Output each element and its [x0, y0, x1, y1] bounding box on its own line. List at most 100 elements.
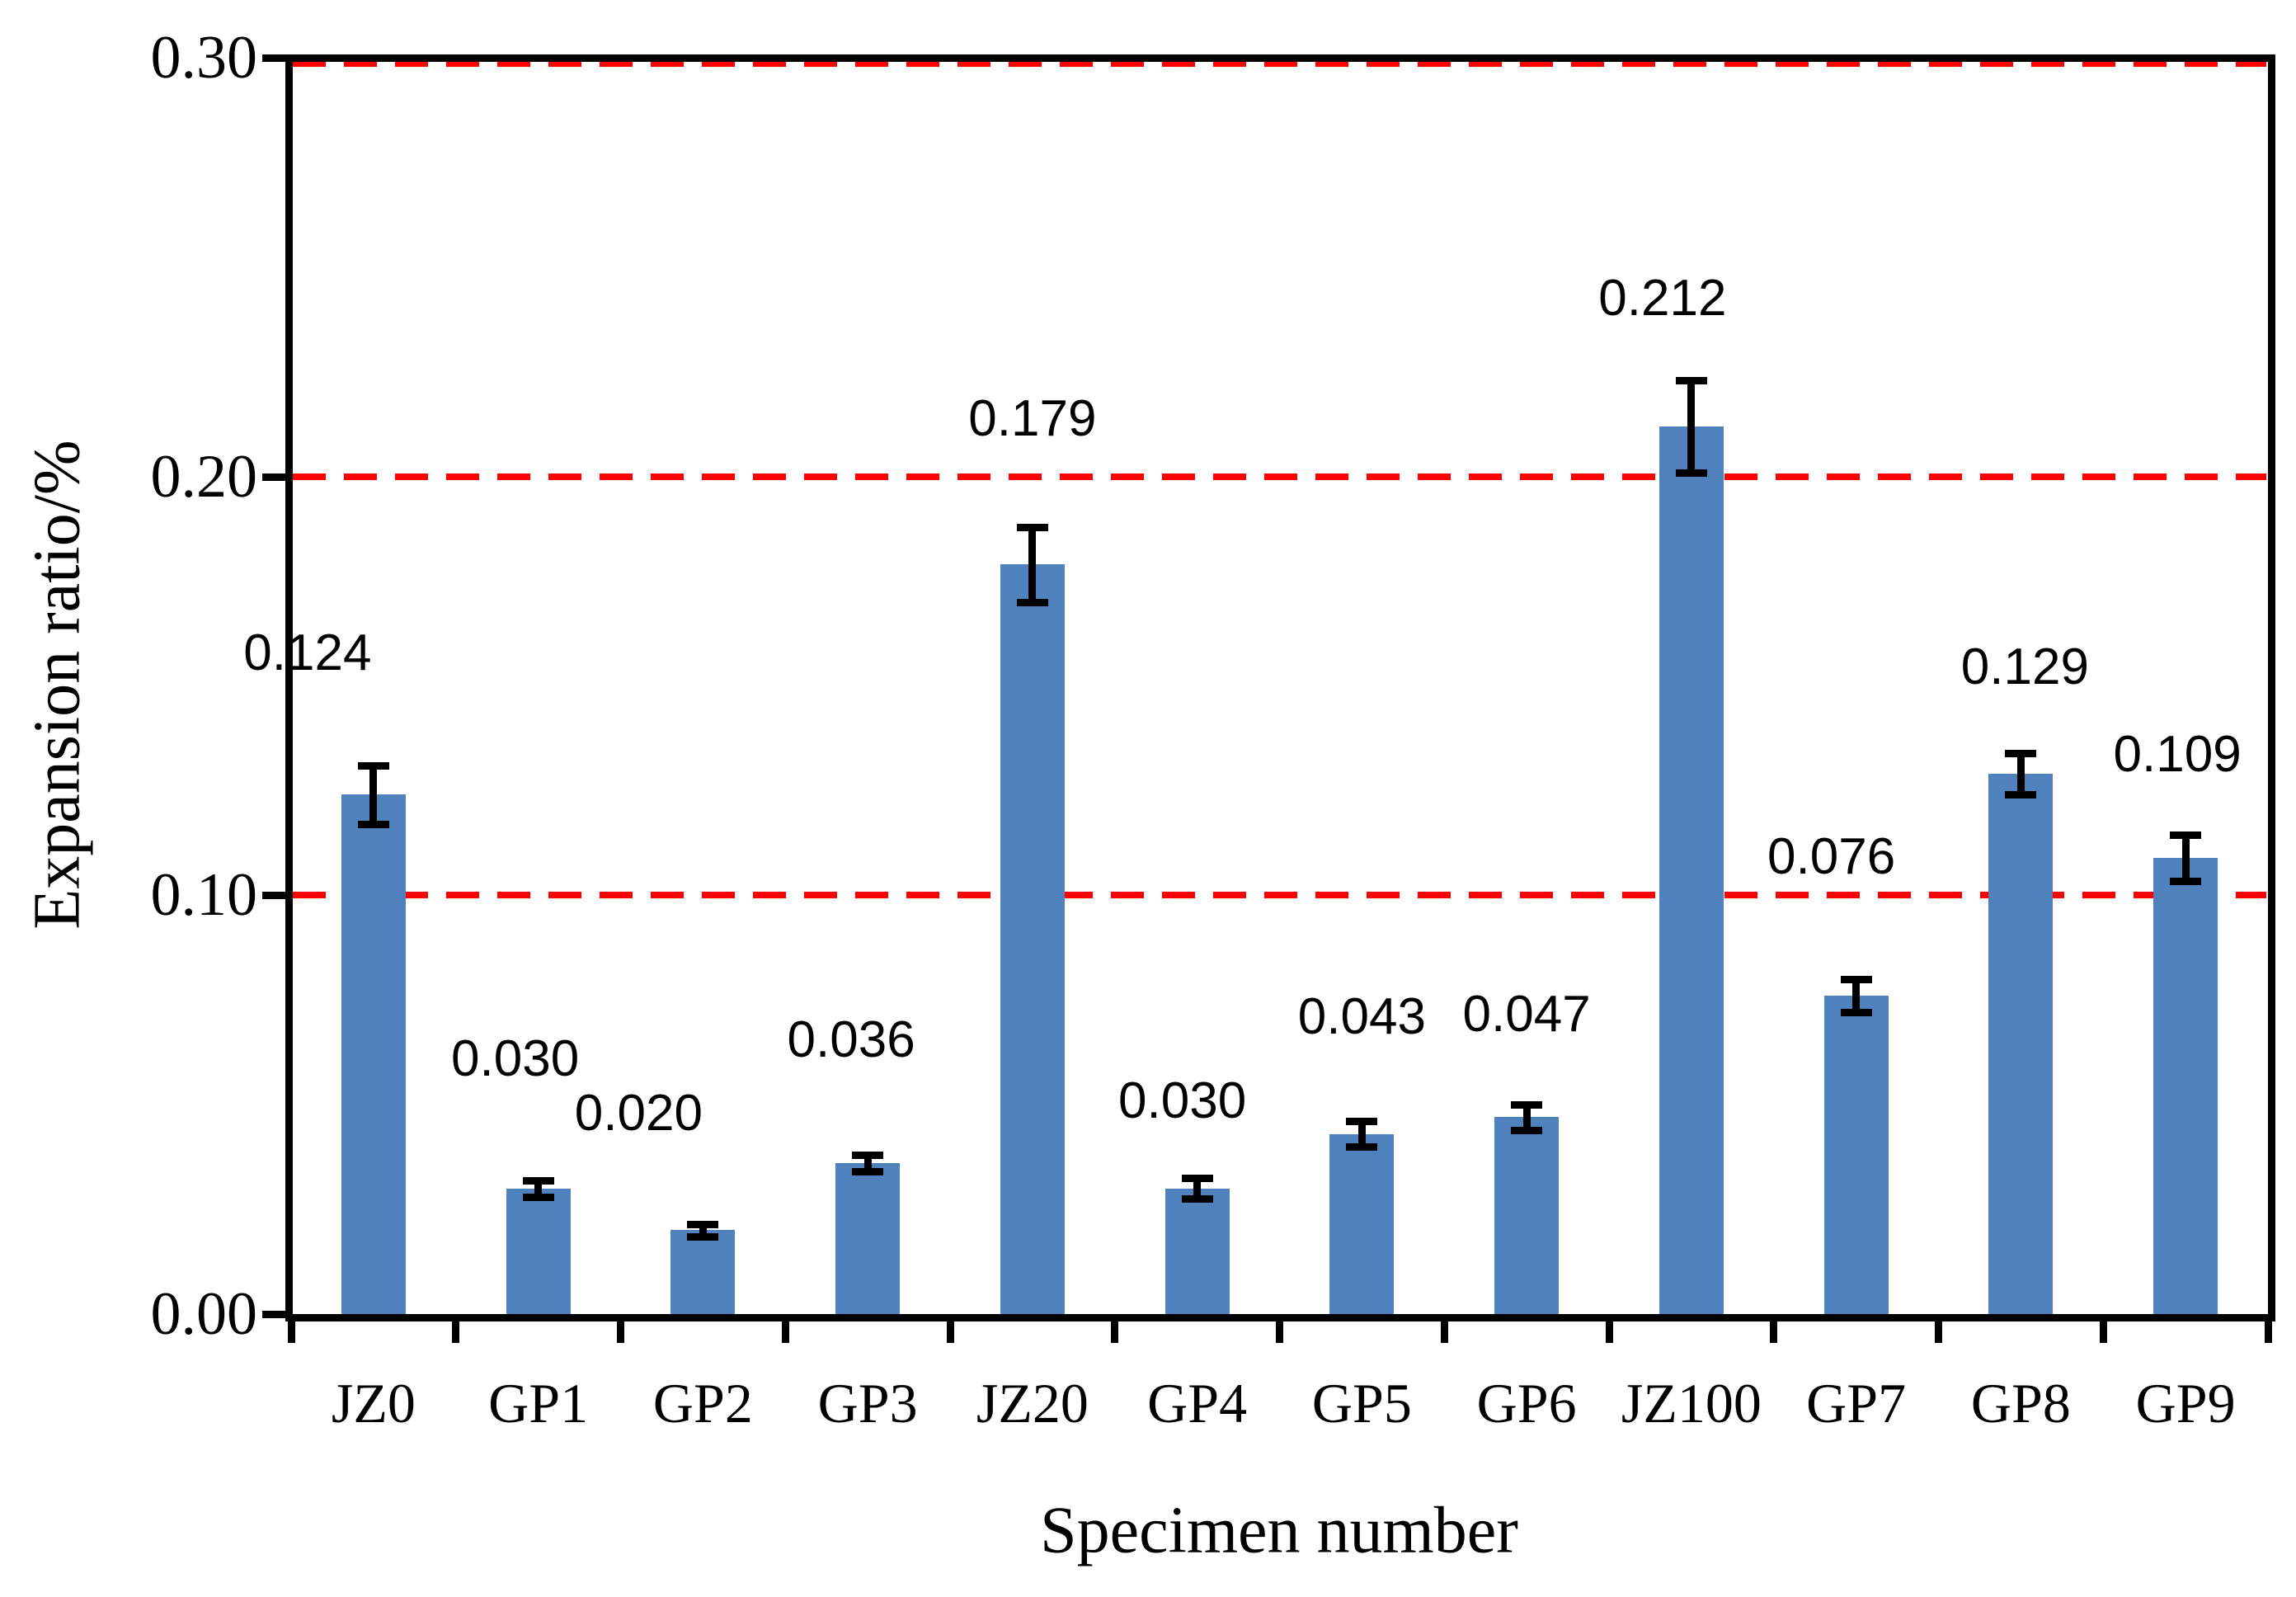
- category-label: GP7: [1806, 1372, 1907, 1434]
- error-bar-cap-bottom: [1511, 1126, 1543, 1134]
- y-tick: [262, 54, 285, 62]
- bar-value-label: 0.109: [2113, 725, 2242, 783]
- x-tick: [1605, 1321, 1613, 1343]
- reference-line: [293, 473, 2266, 480]
- bar-value-label: 0.030: [1118, 1072, 1247, 1129]
- x-tick: [1111, 1321, 1119, 1343]
- error-bar: [1687, 379, 1696, 473]
- error-bar-cap-top: [1346, 1118, 1378, 1126]
- error-bar-cap-top: [1016, 523, 1048, 531]
- bar-value-label: 0.043: [1297, 988, 1426, 1046]
- error-bar: [1522, 1105, 1531, 1130]
- bar-value-label: 0.124: [243, 624, 372, 681]
- bar: [341, 794, 406, 1314]
- error-bar: [1193, 1178, 1202, 1199]
- x-tick: [946, 1321, 954, 1343]
- x-tick: [617, 1321, 624, 1343]
- x-tick: [1770, 1321, 1778, 1343]
- category-label: GP3: [817, 1372, 918, 1434]
- error-bar-cap-top: [1675, 376, 1707, 384]
- bar: [1164, 1188, 1230, 1314]
- error-bar-cap-bottom: [2005, 791, 2037, 799]
- error-bar: [863, 1155, 872, 1172]
- error-bar-cap-top: [1840, 975, 1872, 983]
- error-bar-cap-bottom: [1840, 1009, 1872, 1017]
- error-bar-cap-bottom: [1346, 1142, 1378, 1151]
- error-bar: [1357, 1121, 1366, 1147]
- error-bar-cap-top: [357, 761, 389, 770]
- category-label: GP5: [1311, 1372, 1412, 1434]
- error-bar: [1852, 978, 1861, 1013]
- error-bar-cap-top: [1511, 1101, 1543, 1109]
- error-bar-cap-top: [1181, 1175, 1213, 1182]
- y-tick-label: 0.20: [150, 442, 258, 511]
- category-label: GP2: [652, 1372, 753, 1434]
- category-label: GP6: [1476, 1372, 1577, 1434]
- bar-value-label: 0.212: [1598, 269, 1727, 327]
- category-label: GP8: [1970, 1372, 2071, 1434]
- y-tick-label: 0.00: [150, 1280, 258, 1348]
- error-bar-cap-bottom: [1675, 469, 1707, 477]
- bar: [835, 1163, 901, 1314]
- error-bar: [369, 765, 378, 825]
- x-tick: [1440, 1321, 1448, 1343]
- error-bar-cap-bottom: [1181, 1195, 1213, 1204]
- x-tick: [287, 1321, 295, 1343]
- category-label: GP1: [488, 1372, 589, 1434]
- error-bar-cap-bottom: [2170, 877, 2202, 885]
- bar-value-label: 0.179: [968, 389, 1097, 447]
- y-tick-label: 0.30: [150, 24, 258, 92]
- bar-value-label: 0.076: [1767, 827, 1896, 885]
- error-bar-cap-top: [2170, 831, 2202, 839]
- x-tick: [1935, 1321, 1942, 1343]
- y-tick: [262, 892, 285, 900]
- error-bar-cap-top: [522, 1176, 554, 1185]
- error-bar-cap-top: [687, 1220, 719, 1228]
- y-tick-label: 0.10: [150, 861, 258, 930]
- error-bar: [2016, 752, 2025, 795]
- reference-line: [293, 892, 2266, 899]
- error-bar: [699, 1223, 707, 1237]
- bar-value-label: 0.047: [1462, 986, 1591, 1043]
- bar: [1494, 1117, 1560, 1314]
- category-label: GP9: [2135, 1372, 2236, 1434]
- x-tick: [452, 1321, 460, 1343]
- x-tick: [2099, 1321, 2107, 1343]
- bar: [2153, 857, 2218, 1314]
- y-tick: [262, 1311, 285, 1318]
- bar-value-label: 0.030: [451, 1029, 580, 1087]
- bar: [1000, 564, 1065, 1314]
- y-tick: [262, 473, 285, 481]
- error-bar-cap-top: [852, 1152, 884, 1160]
- error-bar: [534, 1180, 543, 1197]
- bar: [670, 1230, 736, 1314]
- bar: [1658, 426, 1724, 1314]
- bar: [506, 1188, 571, 1314]
- x-tick: [1276, 1321, 1283, 1343]
- error-bar-cap-bottom: [522, 1193, 554, 1201]
- error-bar-cap-bottom: [1016, 598, 1048, 606]
- x-tick: [2264, 1321, 2272, 1343]
- category-label: JZ0: [331, 1372, 416, 1434]
- error-bar: [1028, 526, 1037, 602]
- y-axis-title: Expansion ratio/%: [21, 440, 94, 930]
- error-bar-cap-top: [2005, 749, 2037, 757]
- reference-line: [293, 60, 2266, 67]
- x-axis-title: Specimen number: [1040, 1494, 1518, 1567]
- category-label: JZ20: [976, 1372, 1089, 1434]
- x-tick: [781, 1321, 789, 1343]
- category-label: GP4: [1147, 1372, 1248, 1434]
- error-bar-cap-bottom: [852, 1168, 884, 1176]
- bar: [1988, 774, 2054, 1314]
- bar-value-label: 0.020: [574, 1084, 703, 1142]
- bar-value-label: 0.129: [1960, 638, 2089, 695]
- error-bar: [2181, 834, 2190, 881]
- error-bar-cap-bottom: [687, 1233, 719, 1241]
- bar-value-label: 0.036: [787, 1011, 915, 1069]
- error-bar-cap-bottom: [357, 821, 389, 829]
- bar: [1329, 1133, 1395, 1314]
- bar: [1823, 996, 1889, 1314]
- category-label: JZ100: [1621, 1372, 1762, 1434]
